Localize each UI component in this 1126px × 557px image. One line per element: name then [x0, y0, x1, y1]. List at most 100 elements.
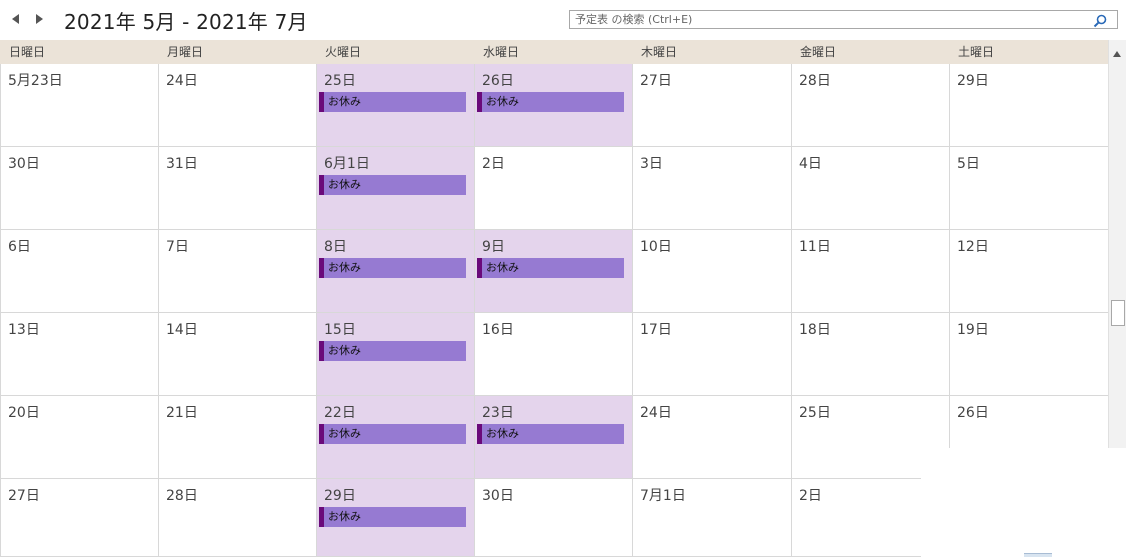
blank-area: [921, 448, 1126, 557]
day-cell[interactable]: 25日 お休み: [316, 64, 474, 147]
calendar-search-input[interactable]: [570, 11, 1090, 28]
day-number: 23日: [482, 405, 514, 421]
scrollbar-thumb[interactable]: [1111, 300, 1125, 326]
day-number: 28日: [799, 73, 831, 89]
day-number: 7日: [166, 239, 189, 255]
calendar-toolbar: 2021年 5月 - 2021年 7月: [0, 0, 1126, 40]
weekday-label: 水曜日: [483, 45, 520, 59]
day-cell[interactable]: 27日: [0, 479, 158, 557]
event-item[interactable]: お休み: [477, 424, 624, 444]
day-number: 27日: [8, 488, 40, 504]
day-number: 5日: [957, 156, 980, 172]
day-cell[interactable]: 18日: [791, 313, 949, 396]
day-cell[interactable]: 11日: [791, 230, 949, 313]
day-cell[interactable]: 9日お休み: [474, 230, 632, 313]
event-color-bar: [319, 175, 324, 195]
day-cell[interactable]: 5月23日: [0, 64, 158, 147]
day-number: 9日: [482, 239, 505, 255]
day-number: 11日: [799, 239, 831, 255]
day-cell[interactable]: 26日お休み: [474, 64, 632, 147]
day-cell[interactable]: 24日: [632, 396, 791, 479]
day-number: 18日: [799, 322, 831, 338]
day-number: 7月1日: [640, 488, 686, 504]
weekday-label: 日曜日: [9, 45, 46, 59]
event-item[interactable]: お休み: [477, 92, 624, 112]
day-number: 2日: [482, 156, 505, 172]
day-cell[interactable]: 13日: [0, 313, 158, 396]
event-item[interactable]: お休み: [319, 258, 466, 278]
day-cell[interactable]: 7月1日: [632, 479, 791, 557]
day-cell[interactable]: 14日: [158, 313, 316, 396]
day-number: 10日: [640, 239, 672, 255]
day-cell[interactable]: 3日: [632, 147, 791, 230]
day-number: 26日: [957, 405, 989, 421]
day-cell[interactable]: 30日: [0, 147, 158, 230]
day-cell[interactable]: 10日: [632, 230, 791, 313]
day-number: 3日: [640, 156, 663, 172]
day-number: 28日: [166, 488, 198, 504]
day-cell[interactable]: 29日: [949, 64, 1108, 147]
day-cell[interactable]: 20日: [0, 396, 158, 479]
event-item[interactable]: お休み: [319, 341, 466, 361]
day-number: 31日: [166, 156, 198, 172]
day-cell[interactable]: 6月1日 お休み: [316, 147, 474, 230]
day-cell[interactable]: 7日: [158, 230, 316, 313]
day-cell[interactable]: 31日: [158, 147, 316, 230]
event-item[interactable]: お休み: [477, 258, 624, 278]
event-item[interactable]: お休み: [319, 424, 466, 444]
day-number: 13日: [8, 322, 40, 338]
day-cell[interactable]: 23日お休み: [474, 396, 632, 479]
event-color-bar: [319, 92, 324, 112]
weekday-label: 金曜日: [800, 45, 837, 59]
day-cell[interactable]: 4日: [791, 147, 949, 230]
weekday-label: 木曜日: [641, 45, 678, 59]
day-number: 8日: [324, 239, 347, 255]
event-color-bar: [319, 341, 324, 361]
day-number: 17日: [640, 322, 672, 338]
day-cell[interactable]: 29日 お休み: [316, 479, 474, 557]
search-icon[interactable]: [1093, 13, 1107, 28]
day-cell[interactable]: 17日: [632, 313, 791, 396]
day-cell[interactable]: 12日: [949, 230, 1108, 313]
event-item[interactable]: お休み: [319, 92, 466, 112]
calendar-search-box[interactable]: [569, 10, 1118, 29]
day-cell[interactable]: 27日: [632, 64, 791, 147]
day-cell[interactable]: 28日: [791, 64, 949, 147]
day-number: 4日: [799, 156, 822, 172]
day-number: 12日: [957, 239, 989, 255]
day-cell[interactable]: 2日: [474, 147, 632, 230]
day-cell[interactable]: 24日: [158, 64, 316, 147]
day-number: 26日: [482, 73, 514, 89]
status-indicator: [1024, 553, 1052, 557]
day-cell[interactable]: 21日: [158, 396, 316, 479]
vertical-scrollbar[interactable]: [1108, 40, 1126, 465]
day-cell[interactable]: 8日お休み: [316, 230, 474, 313]
next-period-icon[interactable]: [32, 12, 46, 26]
day-cell[interactable]: 16日: [474, 313, 632, 396]
event-title: お休み: [486, 427, 519, 440]
weekday-label: 火曜日: [325, 45, 362, 59]
day-cell[interactable]: 6日: [0, 230, 158, 313]
weekday-label: 月曜日: [167, 45, 204, 59]
day-cell[interactable]: 28日: [158, 479, 316, 557]
event-item[interactable]: お休み: [319, 175, 466, 195]
previous-period-icon[interactable]: [9, 12, 23, 26]
scroll-up-icon[interactable]: [1112, 44, 1122, 57]
day-number: 15日: [324, 322, 356, 338]
day-cell[interactable]: 5日: [949, 147, 1108, 230]
day-cell[interactable]: 30日: [474, 479, 632, 557]
event-title: お休み: [486, 261, 519, 274]
event-item[interactable]: お休み: [319, 507, 466, 527]
event-color-bar: [477, 92, 482, 112]
day-cell[interactable]: 19日: [949, 313, 1108, 396]
day-cell[interactable]: 15日お休み: [316, 313, 474, 396]
event-title: お休み: [328, 95, 361, 108]
weekday-label: 土曜日: [958, 45, 995, 59]
day-number: 22日: [324, 405, 356, 421]
day-cell[interactable]: 22日お休み: [316, 396, 474, 479]
day-number: 30日: [8, 156, 40, 172]
day-number: 20日: [8, 405, 40, 421]
event-color-bar: [319, 424, 324, 444]
day-number: 16日: [482, 322, 514, 338]
day-number: 24日: [640, 405, 672, 421]
